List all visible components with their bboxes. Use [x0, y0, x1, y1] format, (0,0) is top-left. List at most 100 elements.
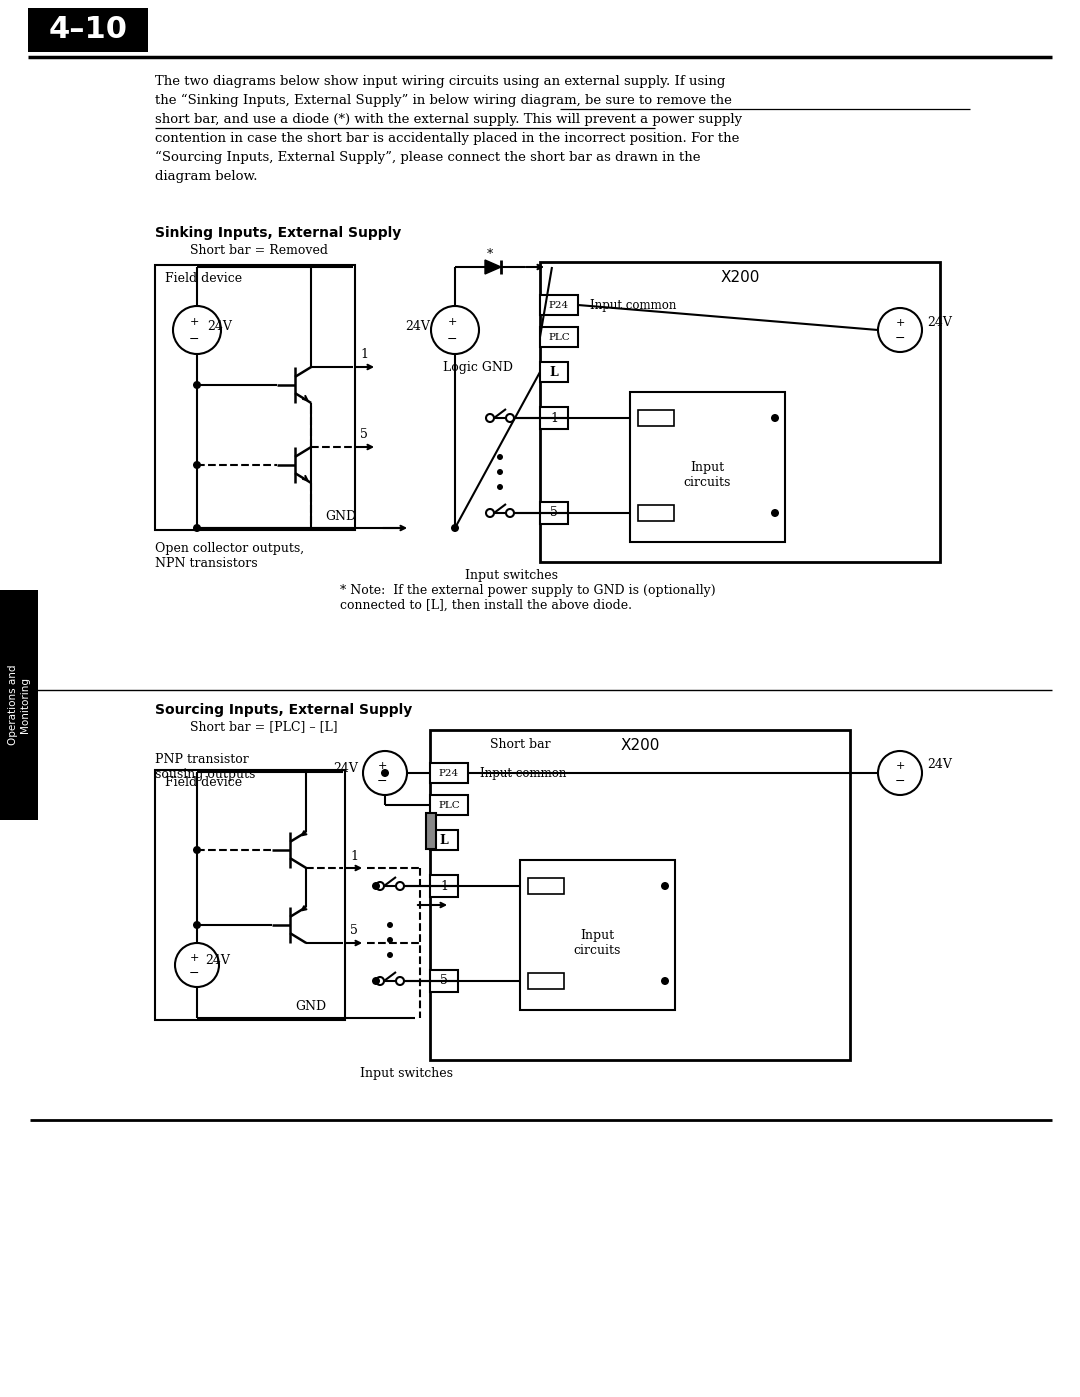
- Circle shape: [193, 847, 201, 854]
- Text: 1: 1: [360, 348, 368, 362]
- Text: Input common: Input common: [590, 299, 676, 312]
- Text: “Sourcing Inputs, External Supply”, please connect the short bar as drawn in the: “Sourcing Inputs, External Supply”, plea…: [156, 151, 701, 165]
- Circle shape: [363, 752, 407, 795]
- Circle shape: [661, 977, 669, 985]
- Text: the “Sinking Inputs, External Supply” in below wiring diagram, be sure to remove: the “Sinking Inputs, External Supply” in…: [156, 94, 732, 108]
- Text: 5: 5: [550, 507, 558, 520]
- Bar: [430, 970, 458, 992]
- Text: −: −: [894, 774, 905, 788]
- Bar: [430, 731, 850, 1060]
- Text: Short bar = Removed: Short bar = Removed: [190, 243, 328, 257]
- Bar: [528, 972, 564, 989]
- Text: Sourcing Inputs, External Supply: Sourcing Inputs, External Supply: [156, 703, 413, 717]
- Circle shape: [451, 524, 459, 532]
- Bar: [519, 861, 675, 1010]
- Bar: [540, 263, 940, 562]
- Bar: [0, 590, 38, 820]
- Text: Input
circuits: Input circuits: [573, 929, 621, 957]
- Text: −: −: [894, 331, 905, 345]
- Circle shape: [387, 951, 393, 958]
- Circle shape: [396, 977, 404, 985]
- Circle shape: [497, 454, 503, 460]
- Text: 5: 5: [440, 975, 448, 988]
- Circle shape: [486, 414, 494, 422]
- Text: Logic GND: Logic GND: [443, 362, 513, 374]
- Bar: [430, 795, 468, 814]
- Text: Open collector outputs,
NPN transistors: Open collector outputs, NPN transistors: [156, 542, 305, 570]
- Circle shape: [381, 768, 389, 777]
- Text: +: +: [895, 761, 905, 771]
- Circle shape: [193, 921, 201, 929]
- Bar: [430, 763, 468, 782]
- Circle shape: [431, 306, 480, 353]
- Text: +: +: [447, 317, 457, 327]
- Text: Short bar: Short bar: [490, 739, 551, 752]
- Text: The two diagrams below show input wiring circuits using an external supply. If u: The two diagrams below show input wiring…: [156, 75, 726, 88]
- Bar: [430, 875, 458, 897]
- Text: −: −: [189, 967, 199, 979]
- Bar: [540, 327, 578, 346]
- Text: Input common: Input common: [480, 767, 566, 780]
- Text: Input switches: Input switches: [360, 1067, 453, 1080]
- Bar: [540, 407, 568, 429]
- Bar: [28, 8, 148, 52]
- Bar: [540, 295, 578, 314]
- Circle shape: [387, 922, 393, 928]
- Circle shape: [497, 483, 503, 490]
- Text: 24V: 24V: [927, 316, 951, 328]
- Text: X200: X200: [620, 739, 660, 753]
- Text: 24V: 24V: [205, 954, 230, 968]
- Text: −: −: [447, 332, 457, 345]
- Text: diagram below.: diagram below.: [156, 170, 257, 183]
- Text: 5: 5: [360, 429, 368, 441]
- Text: X200: X200: [720, 271, 759, 285]
- Text: +: +: [189, 953, 199, 963]
- Text: +: +: [377, 761, 387, 771]
- Text: +: +: [189, 317, 199, 327]
- Text: PLC: PLC: [549, 332, 570, 341]
- Text: L: L: [440, 834, 448, 847]
- Circle shape: [193, 461, 201, 469]
- Circle shape: [507, 414, 514, 422]
- Circle shape: [771, 414, 779, 422]
- Circle shape: [376, 977, 384, 985]
- Bar: [540, 502, 568, 524]
- Text: Field device: Field device: [165, 777, 242, 789]
- Circle shape: [486, 509, 494, 517]
- Circle shape: [878, 307, 922, 352]
- Text: GND: GND: [295, 999, 326, 1013]
- Circle shape: [661, 882, 669, 890]
- Text: short bar, and use a diode (*) with the external supply. This will prevent a pow: short bar, and use a diode (*) with the …: [156, 113, 742, 126]
- Text: Field device: Field device: [165, 271, 242, 285]
- Text: P24: P24: [438, 768, 459, 778]
- Text: L: L: [550, 366, 558, 379]
- Text: P24: P24: [549, 300, 569, 310]
- Text: *: *: [487, 249, 494, 261]
- Bar: [528, 877, 564, 894]
- Text: −: −: [377, 774, 388, 788]
- Circle shape: [175, 943, 219, 988]
- Text: 24V: 24V: [405, 320, 430, 332]
- Text: * Note:  If the external power supply to GND is (optionally)
connected to [L], t: * Note: If the external power supply to …: [340, 584, 716, 612]
- Circle shape: [497, 469, 503, 475]
- Text: +: +: [895, 319, 905, 328]
- Bar: [638, 409, 674, 426]
- Bar: [426, 813, 436, 849]
- Text: −: −: [189, 332, 199, 345]
- Bar: [540, 362, 568, 381]
- Bar: [156, 770, 345, 1020]
- Circle shape: [387, 937, 393, 943]
- Text: Input
circuits: Input circuits: [684, 461, 731, 489]
- Text: GND: GND: [325, 510, 356, 522]
- Text: 1: 1: [440, 880, 448, 893]
- Bar: [630, 393, 785, 542]
- Text: 24V: 24V: [927, 759, 951, 771]
- Text: Input switches: Input switches: [465, 570, 558, 583]
- Circle shape: [193, 381, 201, 388]
- Circle shape: [396, 882, 404, 890]
- Circle shape: [372, 882, 380, 890]
- Text: 1: 1: [550, 412, 558, 425]
- Text: PLC: PLC: [438, 800, 460, 809]
- Bar: [156, 265, 355, 529]
- Circle shape: [771, 509, 779, 517]
